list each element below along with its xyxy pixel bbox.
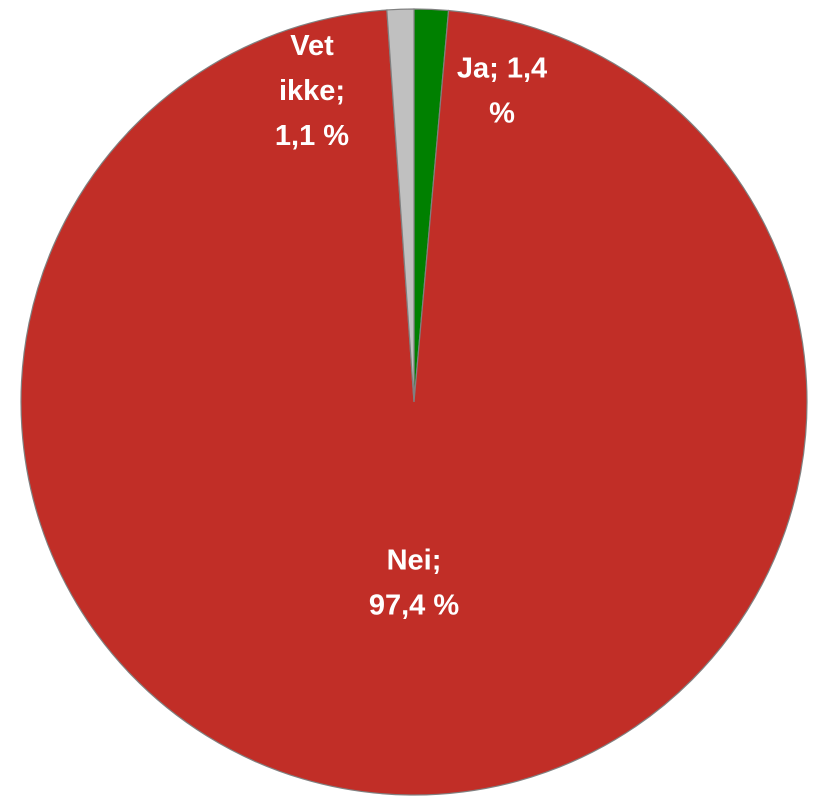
pie-slice xyxy=(386,8,415,403)
data-label-line: 1,1 % xyxy=(275,120,349,152)
pie-slice xyxy=(20,9,808,796)
data-label: Ja; 1,4% xyxy=(457,53,547,130)
data-label-line: Vet xyxy=(290,30,334,62)
data-label-line: 97,4 % xyxy=(369,590,459,622)
data-label-line: % xyxy=(489,98,515,130)
data-label: Nei; 97,4 % xyxy=(369,545,459,622)
data-label-line: Ja; 1,4 xyxy=(457,53,547,85)
data-label-line: Nei; xyxy=(387,545,442,577)
data-label-line: ikke; xyxy=(279,75,345,107)
data-label: Vet ikke; 1,1 % xyxy=(275,30,349,152)
